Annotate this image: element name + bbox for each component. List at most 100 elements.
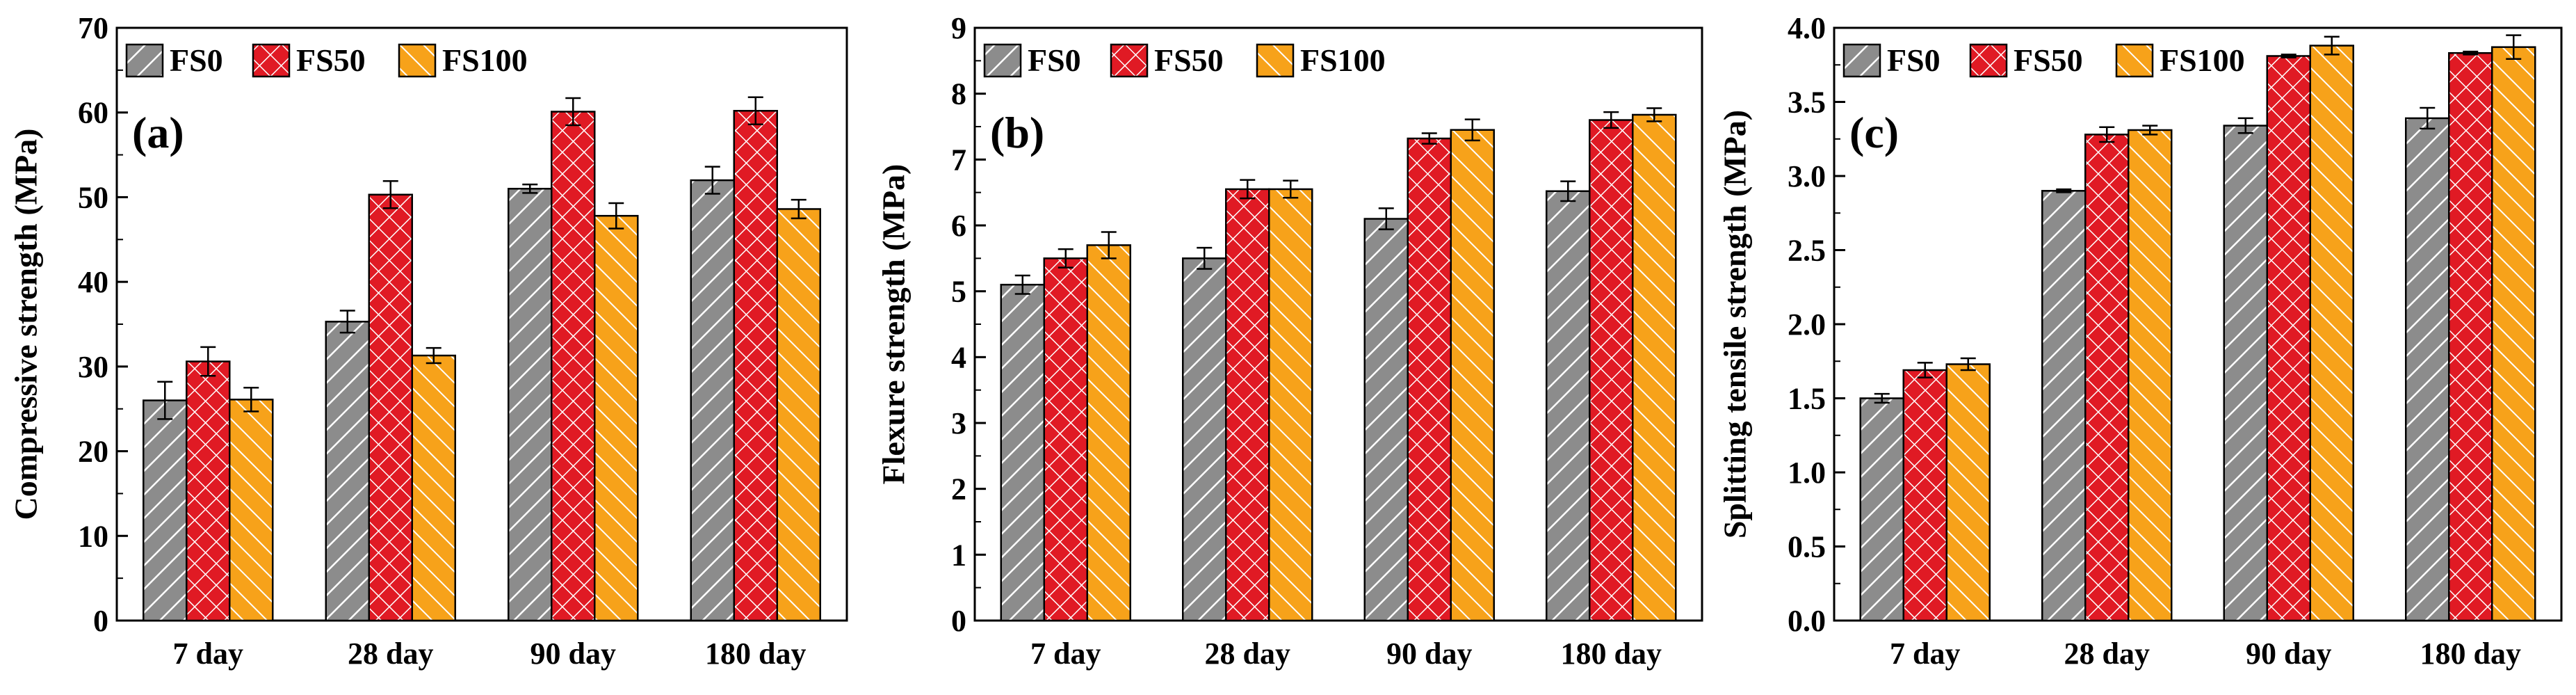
bar-fs100 — [1450, 129, 1495, 622]
y-tick-label: 20 — [78, 435, 108, 469]
legend: FS0 FS50 FS100 — [125, 42, 528, 78]
x-tick-label: 7 day — [1890, 637, 1960, 671]
legend: FS0 FS50 FS100 — [983, 42, 1386, 78]
legend-swatch-fs50 — [252, 43, 291, 78]
bar-fs100 — [229, 399, 274, 622]
panel-label: (b) — [990, 108, 1044, 157]
y-tick-label: 9 — [951, 11, 966, 45]
bar-fs100 — [2309, 45, 2354, 622]
y-tick-label: 7 — [951, 143, 966, 177]
x-tick-label: 180 day — [2420, 637, 2521, 671]
panel-c: 0.0 0.5 1.0 1.5 2.0 2.5 3.0 3.5 4.0 Splitting ten… — [1717, 11, 2563, 671]
y-tick-label: 0.5 — [1788, 530, 1826, 564]
bar-fs100 — [1268, 188, 1313, 622]
x-tick-label: 28 day — [348, 637, 433, 671]
bar-fs0 — [1000, 283, 1045, 622]
legend-swatch-fs100 — [1256, 43, 1295, 78]
panel-b: 0 1 2 3 4 5 6 7 8 9 Flexure strength (MPa) 7 day 28 … — [876, 11, 1703, 671]
panel-a: 0 10 20 30 40 50 60 70 Compressive strength (MPa… — [8, 11, 848, 671]
bar-fs50 — [733, 110, 778, 622]
bar-fs50 — [186, 360, 231, 622]
bar-fs0 — [325, 321, 370, 622]
bar-fs0 — [1363, 218, 1409, 622]
y-tick-label: 0.0 — [1788, 604, 1826, 638]
legend-label-fs100: FS100 — [2160, 42, 2245, 78]
bar-fs100 — [1086, 244, 1131, 622]
bar-fs50 — [368, 193, 413, 622]
y-axis-title: Compressive strength (MPa) — [8, 129, 44, 520]
y-tick-label: 2 — [951, 472, 966, 506]
bar-fs50 — [1589, 119, 1634, 622]
y-tick-label: 0 — [93, 604, 108, 638]
x-tick-label: 28 day — [1205, 637, 1290, 671]
bar-fs50 — [2084, 134, 2130, 622]
y-tick-label: 30 — [78, 350, 108, 384]
legend-swatch-fs100 — [2115, 43, 2154, 78]
y-tick-label: 3.0 — [1788, 159, 1826, 193]
bar-fs50 — [1043, 257, 1088, 622]
y-tick-label: 70 — [78, 11, 108, 45]
legend-swatch-fs0 — [125, 43, 164, 78]
y-tick-label: 10 — [78, 519, 108, 553]
legend-label-fs100: FS100 — [1300, 42, 1386, 78]
bar-fs0 — [2223, 125, 2268, 622]
y-axis-title: Flexure strength (MPa) — [876, 164, 912, 485]
x-tick-label: 7 day — [173, 637, 243, 671]
bar-fs100 — [776, 208, 821, 622]
legend-swatch-fs0 — [983, 43, 1022, 78]
legend-swatch-fs0 — [1842, 43, 1881, 78]
y-tick-label: 1.0 — [1788, 456, 1826, 490]
legend-label-fs0: FS0 — [1028, 42, 1081, 78]
bar-fs100 — [411, 354, 456, 622]
legend-swatch-fs100 — [398, 43, 437, 78]
bar-fs50 — [2266, 55, 2311, 622]
y-tick-label: 1 — [951, 538, 966, 572]
bar-fs0 — [1182, 257, 1227, 622]
bar-fs100 — [1632, 113, 1677, 622]
bar-fs100 — [2128, 129, 2173, 622]
legend-swatch-fs50 — [1110, 43, 1149, 78]
x-tick-label: 7 day — [1030, 637, 1101, 671]
x-tick-label: 90 day — [1386, 637, 1472, 671]
bar-fs0 — [690, 179, 735, 622]
legend-label-fs0: FS0 — [170, 42, 223, 78]
panel-label: (a) — [132, 108, 184, 157]
legend: FS0 FS50 FS100 — [1842, 42, 2245, 78]
legend-label-fs50: FS50 — [1154, 42, 1224, 78]
bar-fs100 — [2491, 46, 2536, 622]
y-tick-label: 3.5 — [1788, 86, 1826, 120]
y-tick-label: 8 — [951, 77, 966, 111]
bar-fs0 — [143, 399, 188, 622]
y-axis-title: Splitting tensile strength (MPa) — [1717, 110, 1753, 538]
legend-label-fs50: FS50 — [2014, 42, 2083, 78]
y-tick-label: 2.0 — [1788, 307, 1826, 342]
x-tick-label: 90 day — [2246, 637, 2331, 671]
y-tick-label: 6 — [951, 209, 966, 243]
y-tick-label: 50 — [78, 180, 108, 214]
y-tick-label: 0 — [951, 604, 966, 638]
x-tick-label: 180 day — [705, 637, 806, 671]
x-tick-label: 28 day — [2064, 637, 2150, 671]
bar-fs100 — [1945, 363, 1991, 622]
bar-fs50 — [551, 111, 596, 622]
y-tick-label: 60 — [78, 96, 108, 130]
bar-fs100 — [594, 214, 639, 622]
bar-fs0 — [2405, 117, 2450, 622]
y-tick-label: 3 — [951, 406, 966, 440]
x-tick-label: 90 day — [530, 637, 616, 671]
y-tick-label: 2.5 — [1788, 234, 1826, 268]
y-tick-label: 1.5 — [1788, 382, 1826, 416]
panel-label: (c) — [1849, 108, 1899, 157]
x-tick-label: 180 day — [1561, 637, 1662, 671]
y-tick-label: 4.0 — [1788, 11, 1826, 45]
bar-fs0 — [1546, 190, 1591, 622]
legend-label-fs100: FS100 — [442, 42, 528, 78]
bar-fs50 — [2448, 51, 2493, 622]
legend-swatch-fs50 — [1969, 43, 2008, 78]
bar-fs0 — [2041, 190, 2087, 622]
y-tick-label: 5 — [951, 275, 966, 309]
y-tick-label: 4 — [951, 340, 966, 374]
bar-fs0 — [508, 188, 553, 622]
y-tick-label: 40 — [78, 265, 108, 299]
